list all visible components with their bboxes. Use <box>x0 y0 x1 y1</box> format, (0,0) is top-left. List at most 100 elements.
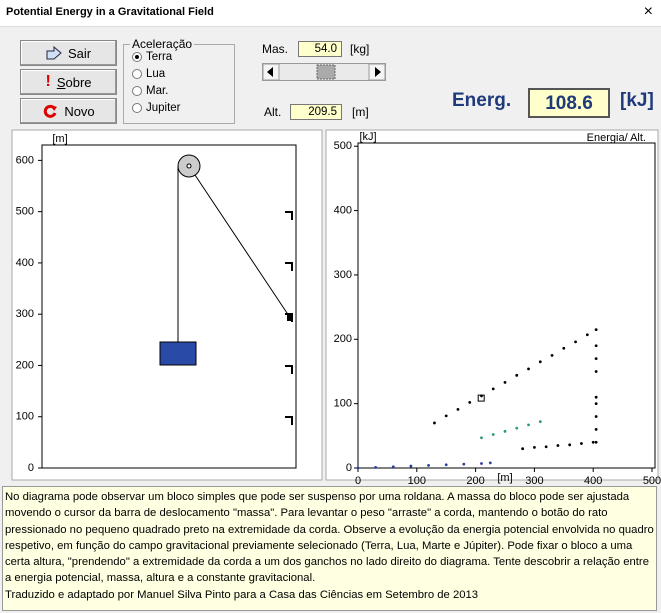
y-axis-label: [kJ] <box>359 131 376 143</box>
radio-label: Lua <box>146 68 166 80</box>
data-point <box>521 447 525 451</box>
sobre-button[interactable]: ! Sobre <box>20 69 117 95</box>
button-label: Sobre <box>56 74 92 90</box>
radio-dot[interactable] <box>132 69 142 79</box>
data-point <box>594 328 598 332</box>
data-point <box>391 465 395 469</box>
data-point <box>594 357 598 360</box>
current-point <box>477 394 485 402</box>
mass-scrollbar[interactable] <box>262 63 386 81</box>
data-point <box>480 436 483 440</box>
close-button[interactable]: × <box>643 3 653 20</box>
data-point <box>488 461 492 465</box>
y-tick-label: 300 <box>334 269 352 281</box>
height-label: Alt. <box>264 105 282 119</box>
icon: ! <box>45 73 51 90</box>
y-tick-label: 400 <box>334 204 352 216</box>
plots: [m] 0 100 200 300 400 500 600 [kJ] [m] Energia/ Al… <box>0 126 661 484</box>
energy-unit: [kJ] <box>620 90 654 111</box>
data-point <box>515 373 519 377</box>
icon <box>46 46 62 60</box>
button-label: Novo <box>64 103 95 119</box>
group-label: Aceleração <box>130 37 195 51</box>
data-point <box>462 462 466 466</box>
pulley-axle <box>186 163 192 169</box>
x-tick-label: 300 <box>525 475 543 484</box>
radio-label: Terra <box>146 51 173 63</box>
data-point <box>544 445 548 449</box>
y-tick-label: 100 <box>334 398 352 410</box>
data-point <box>538 420 542 424</box>
data-point <box>491 387 495 391</box>
x-tick-label: 0 <box>355 475 361 484</box>
data-point <box>594 402 598 406</box>
y-tick-label: 200 <box>16 359 34 371</box>
radio-option[interactable]: Mar. <box>132 85 168 97</box>
data-point <box>585 333 589 337</box>
data-point <box>527 367 530 371</box>
data-point <box>594 370 598 373</box>
data-point <box>374 465 378 469</box>
data-point <box>580 442 583 445</box>
data-point <box>550 353 554 357</box>
y-tick-label: 500 <box>16 206 34 218</box>
data-point <box>591 440 595 444</box>
y-tick-label: 300 <box>16 308 34 320</box>
radio-option[interactable]: Terra <box>132 51 172 63</box>
energy-value: 108.6 <box>528 88 610 118</box>
window-title: Potential Energy in a Gravitational Fiel… <box>6 6 214 18</box>
y-tick-label: 0 <box>28 462 34 474</box>
mass-field[interactable]: 54.0 <box>298 41 342 57</box>
data-point <box>444 463 448 467</box>
diagram-frame <box>41 144 297 469</box>
data-point <box>444 414 448 418</box>
y-tick-label: 200 <box>334 333 352 345</box>
data-point <box>433 421 436 425</box>
description-credit: Traduzido e adaptado por Manuel Silva Pi… <box>5 588 479 601</box>
radio-dot[interactable] <box>132 52 142 62</box>
novo-button[interactable]: Novo <box>20 98 117 124</box>
y-tick-label: 100 <box>16 411 34 423</box>
radio-label: Jupiter <box>146 102 181 114</box>
title-bar: Potential Energy in a Gravitational Fiel… <box>0 0 661 27</box>
annotation: Energia/ Alt. <box>587 132 646 144</box>
data-point <box>594 395 598 399</box>
height-field[interactable]: 209.5 <box>290 104 342 120</box>
button-label: Sair <box>67 45 92 61</box>
description: No diagrama pode observar um bloco simpl… <box>2 486 657 611</box>
mass-unit: [kg] <box>350 42 370 56</box>
radio-option[interactable]: Lua <box>132 68 165 80</box>
data-point <box>527 423 530 427</box>
mass-label: Mas. <box>262 42 289 56</box>
height-unit: [m] <box>352 105 369 119</box>
radio-dot[interactable] <box>132 103 142 113</box>
data-point <box>480 462 483 465</box>
x-axis-label: [m] <box>497 472 512 484</box>
x-tick-label: 100 <box>408 475 426 484</box>
data-point <box>556 444 560 447</box>
data-point <box>594 415 598 418</box>
radio-dot[interactable] <box>132 86 142 96</box>
data-point <box>538 360 542 364</box>
x-tick-label: 200 <box>466 475 484 484</box>
block[interactable] <box>159 341 197 366</box>
energy-label: Energ. <box>452 90 512 111</box>
radio-option[interactable]: Jupiter <box>132 102 181 114</box>
rope-handle[interactable] <box>287 315 293 321</box>
data-point <box>568 443 572 447</box>
data-point <box>594 440 598 444</box>
y-axis-label: [m] <box>52 133 67 145</box>
data-point <box>491 433 495 436</box>
x-tick-label: 400 <box>584 475 602 484</box>
chart-frame <box>357 142 656 469</box>
data-point <box>427 464 430 467</box>
data-point <box>562 346 566 350</box>
sair-button[interactable]: Sair <box>20 40 117 66</box>
icon <box>44 104 58 118</box>
data-point <box>503 381 507 384</box>
data-point <box>409 464 413 468</box>
description-text: No diagrama pode observar um bloco simpl… <box>5 491 654 585</box>
data-point <box>594 427 598 431</box>
x-tick-label: 500 <box>643 475 661 484</box>
